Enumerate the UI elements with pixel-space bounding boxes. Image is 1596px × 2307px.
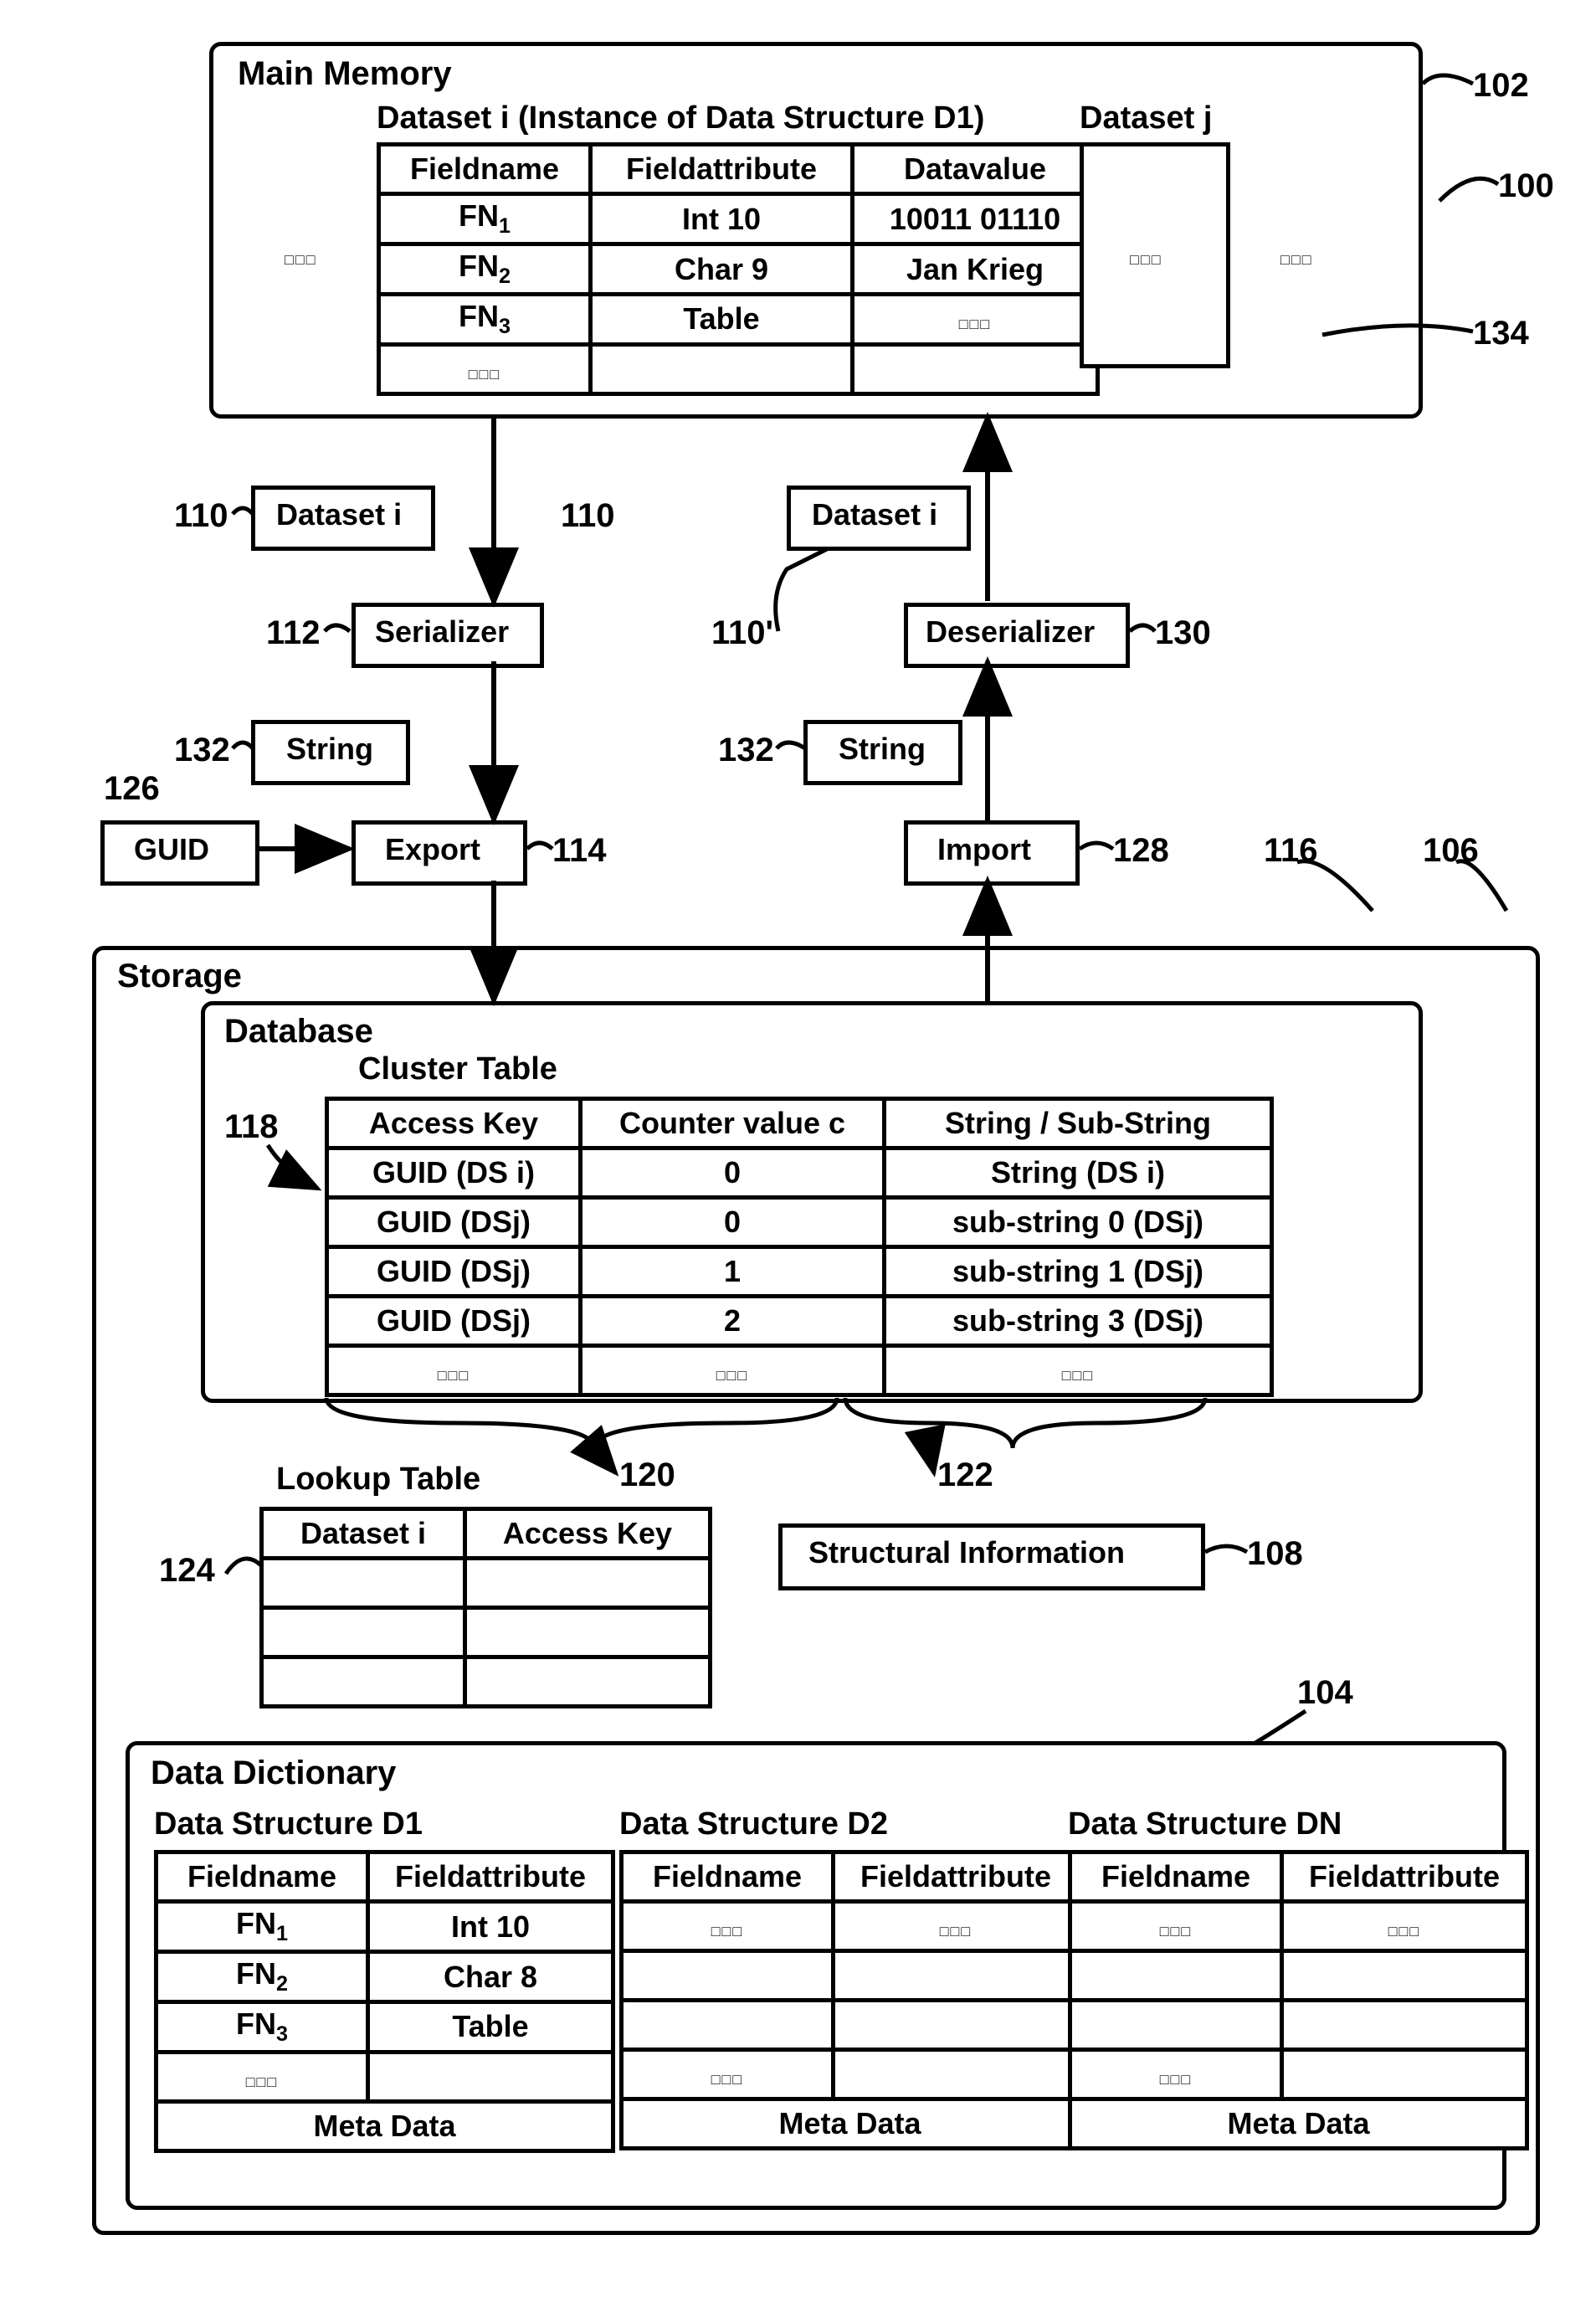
ellipsis-right: □□□ — [1280, 251, 1313, 269]
dd-title: Data Dictionary — [151, 1755, 396, 1792]
guid-label: GUID — [134, 832, 209, 867]
cell-char9: Char 9 — [591, 244, 853, 294]
d1-fn2: FN2 — [157, 1951, 368, 2001]
dataset-i-left-label: Dataset i — [276, 497, 402, 532]
ref-112: 112 — [266, 614, 321, 652]
cell-int10: Int 10 — [591, 194, 853, 244]
cell-dots: □□□ — [379, 344, 591, 393]
ref-106: 106 — [1423, 832, 1479, 870]
deserializer-label: Deserializer — [926, 614, 1095, 650]
col-counter: Counter value c — [581, 1099, 885, 1148]
database-title: Database — [224, 1013, 373, 1051]
export-label: Export — [385, 832, 480, 867]
col-access-key: Access Key — [327, 1099, 581, 1148]
main-memory-title: Main Memory — [238, 55, 452, 93]
ref-114: 114 — [552, 832, 607, 870]
dataset-j-title: Dataset j — [1080, 100, 1212, 136]
col-fieldattribute: Fieldattribute — [591, 145, 853, 194]
lookup-col-ak: Access Key — [465, 1509, 711, 1559]
ref-132a: 132 — [174, 732, 230, 769]
d2-table: Fieldname Fieldattribute □□□□□□ □□□ Meta… — [619, 1850, 1080, 2150]
import-label: Import — [937, 832, 1031, 867]
ref-120: 120 — [619, 1457, 675, 1494]
ref-130: 130 — [1155, 614, 1211, 652]
ref-108: 108 — [1247, 1535, 1303, 1573]
dn-meta: Meta Data — [1070, 2099, 1527, 2149]
ref-122: 122 — [937, 1457, 993, 1494]
ref-110a: 110 — [174, 497, 228, 535]
ref-128: 128 — [1113, 832, 1169, 870]
serializer-label: Serializer — [375, 614, 509, 650]
lookup-table: Dataset i Access Key — [259, 1507, 712, 1708]
struct-info-label: Structural Information — [808, 1535, 1125, 1570]
d1-meta: Meta Data — [157, 2101, 613, 2150]
cluster-title: Cluster Table — [358, 1051, 557, 1087]
col-datavalue: Datavalue — [853, 145, 1098, 194]
lookup-title: Lookup Table — [276, 1462, 480, 1498]
lookup-col-dsi: Dataset i — [262, 1509, 465, 1559]
dn-col-fa: Fieldattribute — [1282, 1852, 1527, 1902]
dn-col-fn: Fieldname — [1070, 1852, 1282, 1902]
cell-val3: □□□ — [853, 294, 1098, 344]
cell-val2: Jan Krieg — [853, 244, 1098, 294]
ellipsis-left: □□□ — [285, 251, 317, 269]
dn-table: Fieldname Fieldattribute □□□□□□ □□□ Meta… — [1068, 1850, 1529, 2150]
d1-table: Fieldname Fieldattribute FN1Int 10 FN2Ch… — [154, 1850, 615, 2153]
dataset-i-right-label: Dataset i — [812, 497, 937, 532]
storage-title: Storage — [117, 958, 242, 995]
cell-fn2: FN2 — [379, 244, 591, 294]
ref-124: 124 — [159, 1552, 215, 1590]
ellipsis-dsj: □□□ — [1130, 251, 1162, 269]
col-fieldname: Fieldname — [379, 145, 591, 194]
string-left-label: String — [286, 732, 373, 767]
ref-116: 116 — [1264, 832, 1318, 870]
dn-title: Data Structure DN — [1068, 1806, 1342, 1842]
d1-fn1: FN1 — [157, 1902, 368, 1952]
d1-col-fn: Fieldname — [157, 1852, 368, 1902]
diagram-canvas: Main Memory Dataset i (Instance of Data … — [17, 17, 1596, 2290]
d1-title: Data Structure D1 — [154, 1806, 423, 1842]
ref-132b: 132 — [718, 732, 774, 769]
ref-134: 134 — [1473, 315, 1529, 352]
cell-fn1: FN1 — [379, 194, 591, 244]
d2-title: Data Structure D2 — [619, 1806, 888, 1842]
d1-fn3: FN3 — [157, 2001, 368, 2052]
d2-col-fa: Fieldattribute — [834, 1852, 1079, 1902]
d2-col-fn: Fieldname — [622, 1852, 834, 1902]
cluster-table: Access Key Counter value c String / Sub-… — [325, 1097, 1274, 1397]
string-right-label: String — [839, 732, 926, 767]
cell-val1: 10011 01110 — [853, 194, 1098, 244]
col-string: String / Sub-String — [885, 1099, 1272, 1148]
cell-table: Table — [591, 294, 853, 344]
ref-102: 102 — [1473, 67, 1529, 105]
dataset-i-title: Dataset i (Instance of Data Structure D1… — [377, 100, 984, 136]
d2-meta: Meta Data — [622, 2099, 1079, 2149]
dataset-i-table: Fieldname Fieldattribute Datavalue FN1 I… — [377, 142, 1100, 396]
ref-110p: 110' — [711, 614, 773, 652]
ref-104: 104 — [1297, 1674, 1353, 1712]
ref-110b: 110 — [561, 497, 615, 535]
cell-fn3: FN3 — [379, 294, 591, 344]
ref-126: 126 — [104, 770, 160, 808]
ref-118: 118 — [224, 1108, 279, 1146]
d1-col-fa: Fieldattribute — [368, 1852, 613, 1902]
ref-100: 100 — [1498, 167, 1554, 205]
